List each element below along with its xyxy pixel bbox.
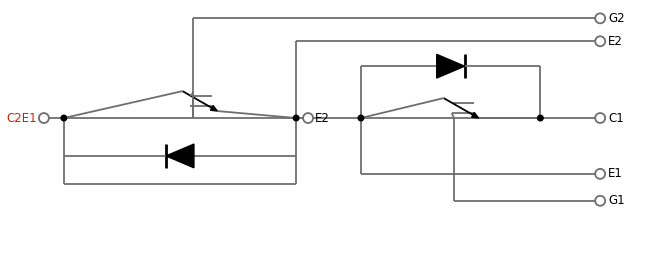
- Circle shape: [595, 196, 605, 206]
- Circle shape: [595, 113, 605, 123]
- Circle shape: [303, 113, 313, 123]
- Text: C2E1: C2E1: [7, 112, 37, 124]
- Polygon shape: [437, 54, 464, 78]
- Circle shape: [595, 13, 605, 23]
- Circle shape: [595, 36, 605, 46]
- Text: E1: E1: [608, 167, 623, 180]
- Circle shape: [61, 115, 67, 121]
- Circle shape: [39, 113, 49, 123]
- Polygon shape: [211, 105, 217, 111]
- Circle shape: [537, 115, 543, 121]
- Text: G2: G2: [608, 12, 625, 25]
- Text: E2: E2: [315, 112, 330, 124]
- Polygon shape: [166, 144, 194, 168]
- Text: C1: C1: [608, 112, 624, 124]
- Text: G1: G1: [608, 194, 625, 207]
- Text: E2: E2: [608, 35, 623, 48]
- Circle shape: [293, 115, 299, 121]
- Polygon shape: [472, 112, 479, 118]
- Circle shape: [595, 169, 605, 179]
- Circle shape: [358, 115, 363, 121]
